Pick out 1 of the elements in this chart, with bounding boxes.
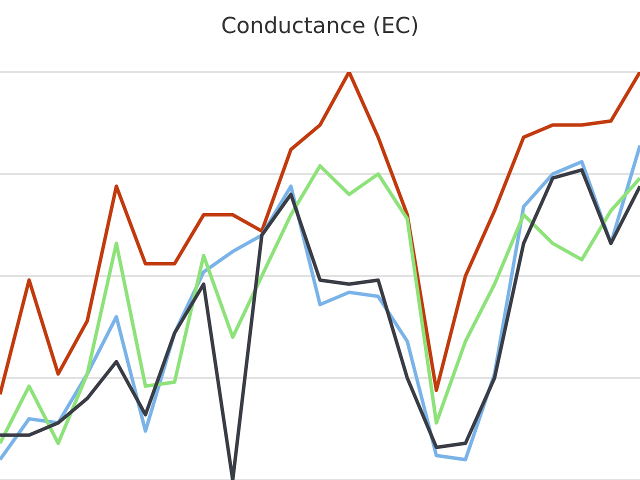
chart-title: Conductance (EC): [220, 14, 420, 39]
